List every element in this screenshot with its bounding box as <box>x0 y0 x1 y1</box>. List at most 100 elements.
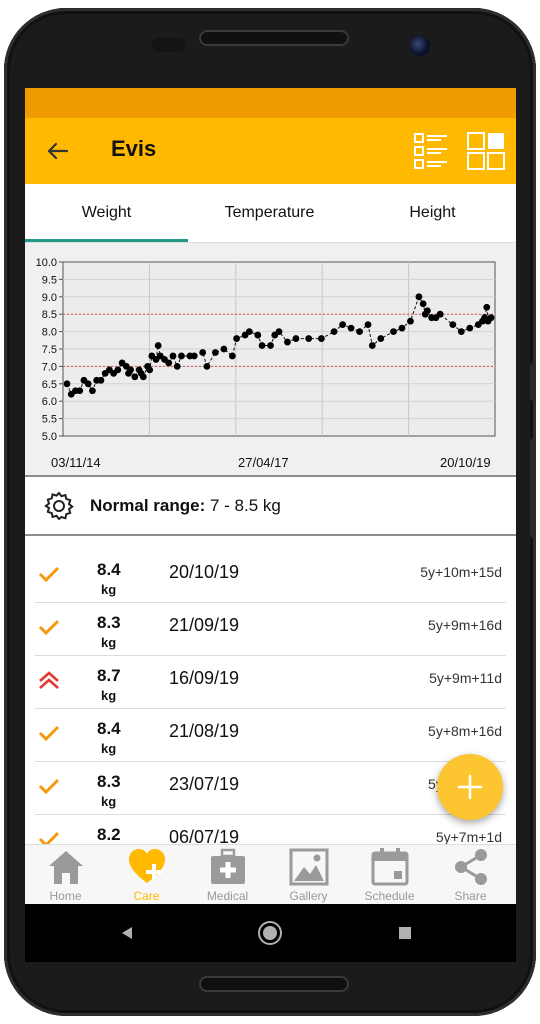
grid-view-icon[interactable] <box>465 130 507 172</box>
arrow-left-icon[interactable] <box>43 136 73 166</box>
data-point <box>483 303 491 311</box>
data-point <box>84 380 92 388</box>
y-tick-label: 6.5 <box>42 379 57 391</box>
entry-date: 20/10/19 <box>169 562 240 582</box>
nav-label: Care <box>133 889 160 903</box>
weight-chart-plot: 10.0 9.5 9.0 8.5 8.0 7.5 7.0 6.5 6.0 5.5 5.0 <box>36 257 496 443</box>
list-item[interactable]: 8.4 kg 20/10/19 5y+10m+15d <box>35 550 506 603</box>
data-point <box>424 307 431 315</box>
data-point <box>407 317 414 325</box>
weight-value: 8.7 <box>97 666 121 685</box>
weight-unit: kg <box>101 635 117 650</box>
data-point <box>436 310 444 318</box>
nav-home[interactable]: Home <box>25 845 106 905</box>
nav-care[interactable]: Care <box>106 845 187 905</box>
double-chevron-up-icon <box>39 671 59 689</box>
y-tick-label: 9.0 <box>42 292 57 304</box>
data-point <box>178 352 185 360</box>
data-point <box>154 342 162 349</box>
tab-temperature[interactable]: Temperature <box>224 204 315 221</box>
data-point <box>173 363 181 370</box>
system-recents-icon[interactable] <box>399 927 411 939</box>
data-point <box>258 342 266 349</box>
data-point <box>487 314 495 322</box>
home-icon <box>49 851 83 884</box>
top-speaker <box>199 30 349 46</box>
data-point <box>245 328 253 335</box>
check-icon <box>38 619 60 636</box>
weight-unit: kg <box>101 794 117 809</box>
data-point <box>449 321 457 329</box>
entry-age: 5y+8m+16d <box>428 723 502 739</box>
normal-range-row[interactable]: Normal range: 7 - 8.5 kg <box>25 478 516 534</box>
data-point <box>97 376 105 384</box>
list-view-icon[interactable] <box>411 130 453 172</box>
divider <box>25 534 516 536</box>
check-icon <box>38 778 60 795</box>
list-item[interactable]: 8.7 kg 16/09/19 5y+9m+11d <box>35 656 506 709</box>
data-point <box>356 328 363 335</box>
check-icon <box>38 725 60 742</box>
data-point <box>419 300 427 308</box>
entry-list: 8.4 kg 20/10/19 5y+10m+15d 8.3 kg 21/09/19 5y+9… <box>35 550 506 844</box>
power-button <box>530 438 536 538</box>
nav-label: Share <box>454 889 487 903</box>
data-point <box>368 342 376 349</box>
system-home-icon[interactable] <box>258 921 282 945</box>
data-point <box>190 352 198 360</box>
gallery-icon <box>289 848 329 886</box>
weight-value: 8.3 <box>97 772 121 791</box>
entry-age: 5y+10m+15d <box>420 564 502 580</box>
share-icon <box>455 849 487 885</box>
system-back-icon[interactable] <box>122 927 132 939</box>
data-point <box>390 328 397 335</box>
tab-weight[interactable]: Weight <box>81 204 132 221</box>
weight-unit: kg <box>101 582 117 597</box>
list-item[interactable]: 8.4 kg 21/08/19 5y+8m+16d <box>35 709 506 762</box>
entry-age: 5y+9m+11d <box>429 670 502 686</box>
weight-chart: 10.0 9.5 9.0 8.5 8.0 7.5 7.0 6.5 6.0 5.5 5.0 03/11… <box>25 243 516 475</box>
entry-age: 5y+9m+16d <box>428 617 502 633</box>
data-point <box>127 366 134 374</box>
nav-schedule[interactable]: Schedule <box>349 845 430 905</box>
system-navigation-bar <box>25 904 516 962</box>
weight-unit: kg <box>101 741 117 756</box>
medical-kit-icon <box>211 848 245 884</box>
volume-button <box>530 363 536 401</box>
y-tick-label: 10.0 <box>36 257 57 269</box>
data-point <box>254 331 262 339</box>
bottom-navigation: Home Care Medical Gallery <box>25 844 516 905</box>
data-point <box>233 335 241 342</box>
heart-plus-icon <box>129 849 165 883</box>
y-tick-label: 8.0 <box>42 327 57 339</box>
add-entry-button[interactable] <box>437 754 503 820</box>
y-tick-label: 5.0 <box>42 431 57 443</box>
gear-icon[interactable] <box>43 490 75 522</box>
tab-height[interactable]: Height <box>409 204 456 221</box>
nav-gallery[interactable]: Gallery <box>268 845 349 905</box>
data-point <box>267 342 274 349</box>
nav-medical[interactable]: Medical <box>187 845 268 905</box>
data-point <box>203 363 211 370</box>
data-point <box>347 324 355 332</box>
tab-bar: Weight Temperature Height <box>25 184 516 243</box>
divider <box>25 475 516 477</box>
data-point <box>457 328 465 335</box>
normal-range-value: 7 - 8.5 kg <box>209 496 281 515</box>
data-point <box>415 293 423 301</box>
data-point <box>330 328 338 335</box>
entry-date: 23/07/19 <box>169 774 240 794</box>
nav-label: Home <box>49 889 82 903</box>
nav-share[interactable]: Share <box>430 845 511 905</box>
data-point <box>398 324 406 332</box>
data-point <box>318 335 325 342</box>
x-tick-label: 20/10/19 <box>440 455 491 470</box>
data-point <box>114 366 122 374</box>
x-tick-label: 27/04/17 <box>238 455 289 470</box>
app-bar: Evis <box>25 118 516 184</box>
list-item[interactable]: 8.3 kg 21/09/19 5y+9m+16d <box>35 603 506 656</box>
y-tick-label: 6.0 <box>42 396 57 408</box>
data-point <box>339 321 346 329</box>
